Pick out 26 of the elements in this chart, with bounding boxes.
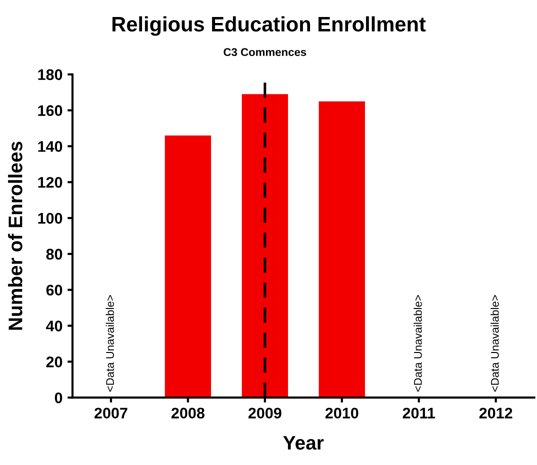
x-tick-label: 2011: [402, 408, 436, 419]
annotation: <Data Unavailable>: [106, 295, 114, 392]
bar: [242, 94, 288, 398]
ref-line-label: C3 Commences: [224, 48, 306, 56]
annotation: <Data Unavailable>: [490, 295, 499, 392]
x-tick-label: 2007: [94, 408, 128, 419]
y-tick-label: 80: [46, 248, 62, 260]
y-tick-label: 20: [46, 356, 62, 368]
bar: [318, 101, 365, 398]
bar: [164, 135, 212, 398]
y-tick-label: 60: [46, 284, 62, 296]
x-axis-title: Year: [283, 436, 324, 450]
x-tick-label: 2010: [325, 408, 358, 419]
x-tick-label: 2012: [479, 408, 512, 419]
y-tick-label: 40: [46, 320, 62, 332]
x-tick-label: 2008: [171, 408, 204, 419]
y-tick-label: 100: [38, 212, 62, 224]
y-tick-label: 0: [54, 392, 62, 404]
y-tick-label: 120: [38, 176, 62, 188]
y-axis-title: Number of Enrollees: [8, 142, 22, 330]
x-tick-label: 2009: [248, 408, 282, 419]
chart-title: Religious Education Enrollment: [112, 16, 426, 36]
y-tick-label: 160: [38, 105, 62, 116]
y-tick-label: 140: [38, 141, 62, 152]
y-tick-label: 180: [38, 69, 62, 80]
annotation: <Data Unavailable>: [414, 295, 422, 392]
